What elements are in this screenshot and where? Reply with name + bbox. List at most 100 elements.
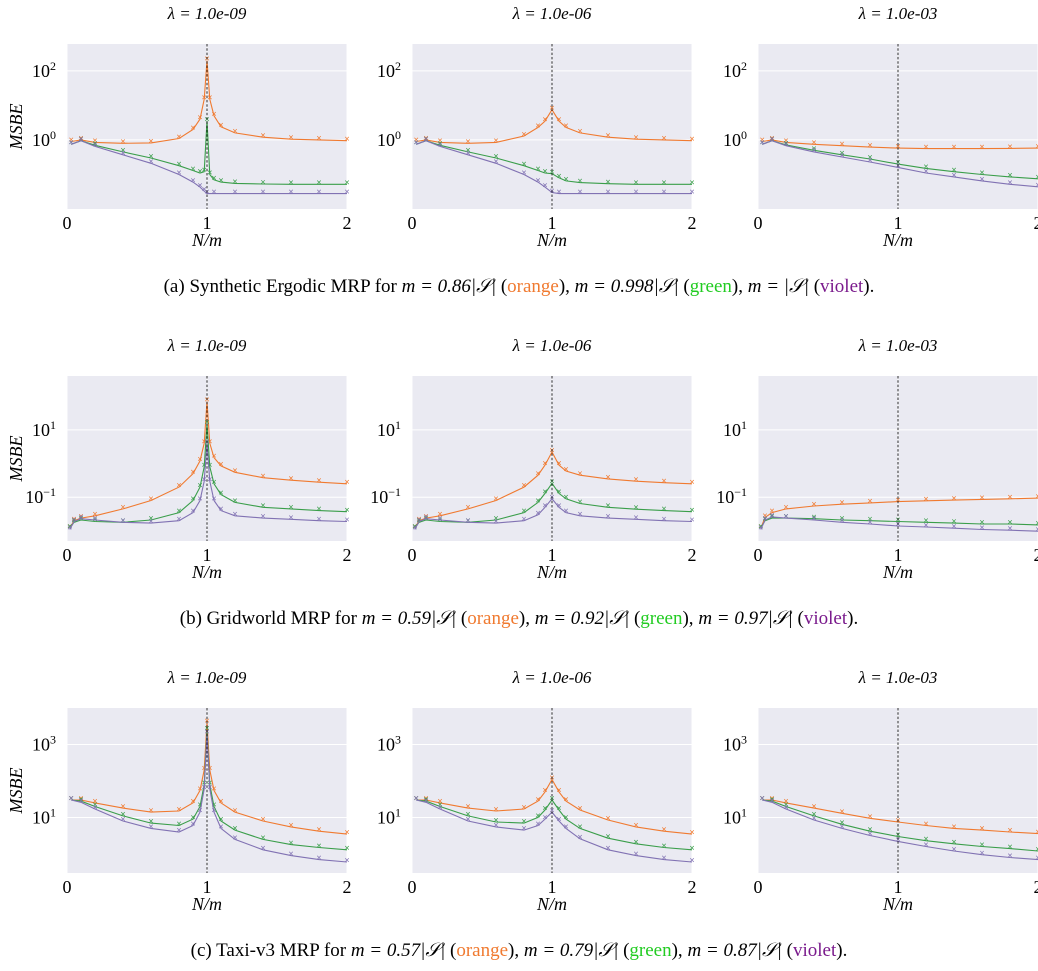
data-point-orange: [211, 786, 217, 791]
panel-c-3: λ = 1.0e-03 0 1 2 N/m 101 103: [723, 668, 1038, 914]
x-tick-label: 1: [894, 213, 903, 233]
data-point-orange: [661, 827, 667, 832]
data-point-orange: [148, 808, 154, 813]
data-point-violet: [232, 835, 238, 840]
data-point-violet: [92, 804, 98, 810]
data-point-green: [556, 805, 562, 811]
caption-b-color2: green: [640, 608, 683, 629]
data-point-orange: [92, 511, 98, 516]
data-point-violet: [689, 857, 695, 863]
y-tick-label: 100: [32, 128, 56, 150]
data-point-green: [633, 180, 639, 185]
data-point-green: [1035, 846, 1038, 852]
data-point-green: [148, 515, 154, 521]
data-point-green: [577, 824, 583, 829]
data-point-violet: [437, 142, 443, 147]
data-point-green: [176, 821, 182, 826]
panel-title: λ = 1.0e-09: [167, 4, 247, 23]
series-line-orange: [416, 108, 693, 144]
x-tick-label: 2: [1034, 213, 1038, 233]
data-point-green: [211, 479, 217, 484]
data-point-violet: [1007, 853, 1013, 858]
data-point-green: [633, 505, 639, 510]
data-point-green: [689, 180, 695, 185]
data-point-orange: [661, 135, 667, 140]
y-axis-label: MSBE: [6, 768, 26, 815]
data-point-green: [493, 153, 499, 159]
data-point-green: [811, 514, 817, 519]
data-point-orange: [923, 144, 929, 149]
data-point-violet: [563, 824, 569, 829]
data-point-violet: [760, 795, 765, 801]
caption-a-m2: m = 0.998|𝒮|: [574, 276, 679, 297]
data-point-orange: [260, 816, 266, 822]
data-point-violet: [867, 519, 873, 525]
data-point-violet: [783, 804, 789, 810]
series-line-green: [762, 140, 1038, 180]
data-point-green: [288, 840, 294, 845]
data-point-green: [1035, 174, 1038, 179]
data-point-violet: [211, 808, 217, 813]
data-point-violet: [769, 136, 775, 141]
data-point-orange: [633, 822, 639, 827]
data-point-violet: [556, 189, 562, 194]
data-point-violet: [232, 511, 238, 516]
panel-a-1: λ = 1.0e-09 0 1 2 N/m 100 102 MSBE: [6, 4, 352, 250]
data-point-violet: [783, 141, 789, 146]
data-point-orange: [577, 471, 583, 476]
data-point-violet: [190, 821, 196, 826]
data-point-orange: [605, 133, 611, 138]
data-point-orange: [218, 798, 224, 803]
data-point-violet: [979, 525, 985, 530]
data-point-violet: [535, 178, 541, 183]
series-line-violet: [762, 799, 1038, 861]
data-point-green: [661, 506, 667, 511]
data-point-violet: [423, 798, 429, 803]
data-point-orange: [542, 787, 548, 792]
data-point-green: [316, 180, 322, 185]
data-point-orange: [176, 483, 182, 488]
caption-c-sep1: ),: [508, 940, 524, 961]
series-line-green: [71, 121, 347, 185]
data-point-violet: [979, 176, 985, 181]
data-point-orange: [190, 798, 196, 803]
caption-c-color1: orange: [456, 940, 509, 961]
panel-a-3: λ = 1.0e-03 0 1 2 N/m 100 102: [723, 4, 1038, 250]
data-point-green: [661, 843, 667, 848]
x-tick-label: 2: [343, 213, 352, 233]
data-point-violet: [344, 857, 350, 863]
data-point-orange: [867, 814, 873, 819]
data-point-orange: [148, 138, 154, 143]
data-point-orange: [661, 478, 667, 483]
y-tick-label: 101: [723, 418, 747, 440]
caption-a: (a) Synthetic Ergodic MRP for m = 0.86|𝒮…: [163, 276, 875, 297]
y-tick-label: 101: [377, 805, 401, 827]
data-point-orange: [895, 497, 901, 502]
data-point-green: [120, 147, 126, 152]
data-point-green: [951, 167, 957, 172]
data-point-violet: [232, 189, 238, 194]
data-point-violet: [218, 824, 224, 829]
y-tick-label: 10−1: [370, 485, 401, 507]
x-axis-label: N/m: [536, 894, 567, 914]
data-point-green: [867, 516, 873, 521]
data-point-green: [633, 839, 639, 844]
data-point-green: [923, 836, 929, 841]
data-point-green: [535, 166, 541, 171]
data-point-violet: [120, 816, 126, 822]
data-point-green: [190, 166, 196, 171]
caption-a-m1: m = 0.86|𝒮|: [401, 276, 497, 297]
data-point-orange: [535, 123, 541, 128]
data-point-green: [344, 507, 350, 512]
data-point-green: [1007, 844, 1013, 849]
data-point-green: [605, 503, 611, 508]
data-point-green: [204, 725, 210, 731]
data-point-green: [493, 515, 499, 521]
data-point-orange: [1035, 829, 1038, 834]
data-point-violet: [783, 514, 789, 519]
data-point-violet: [148, 159, 154, 164]
caption-a-color3: violet: [820, 276, 864, 297]
data-point-violet: [760, 140, 765, 145]
data-point-orange: [769, 508, 775, 513]
data-point-violet: [67, 525, 72, 530]
